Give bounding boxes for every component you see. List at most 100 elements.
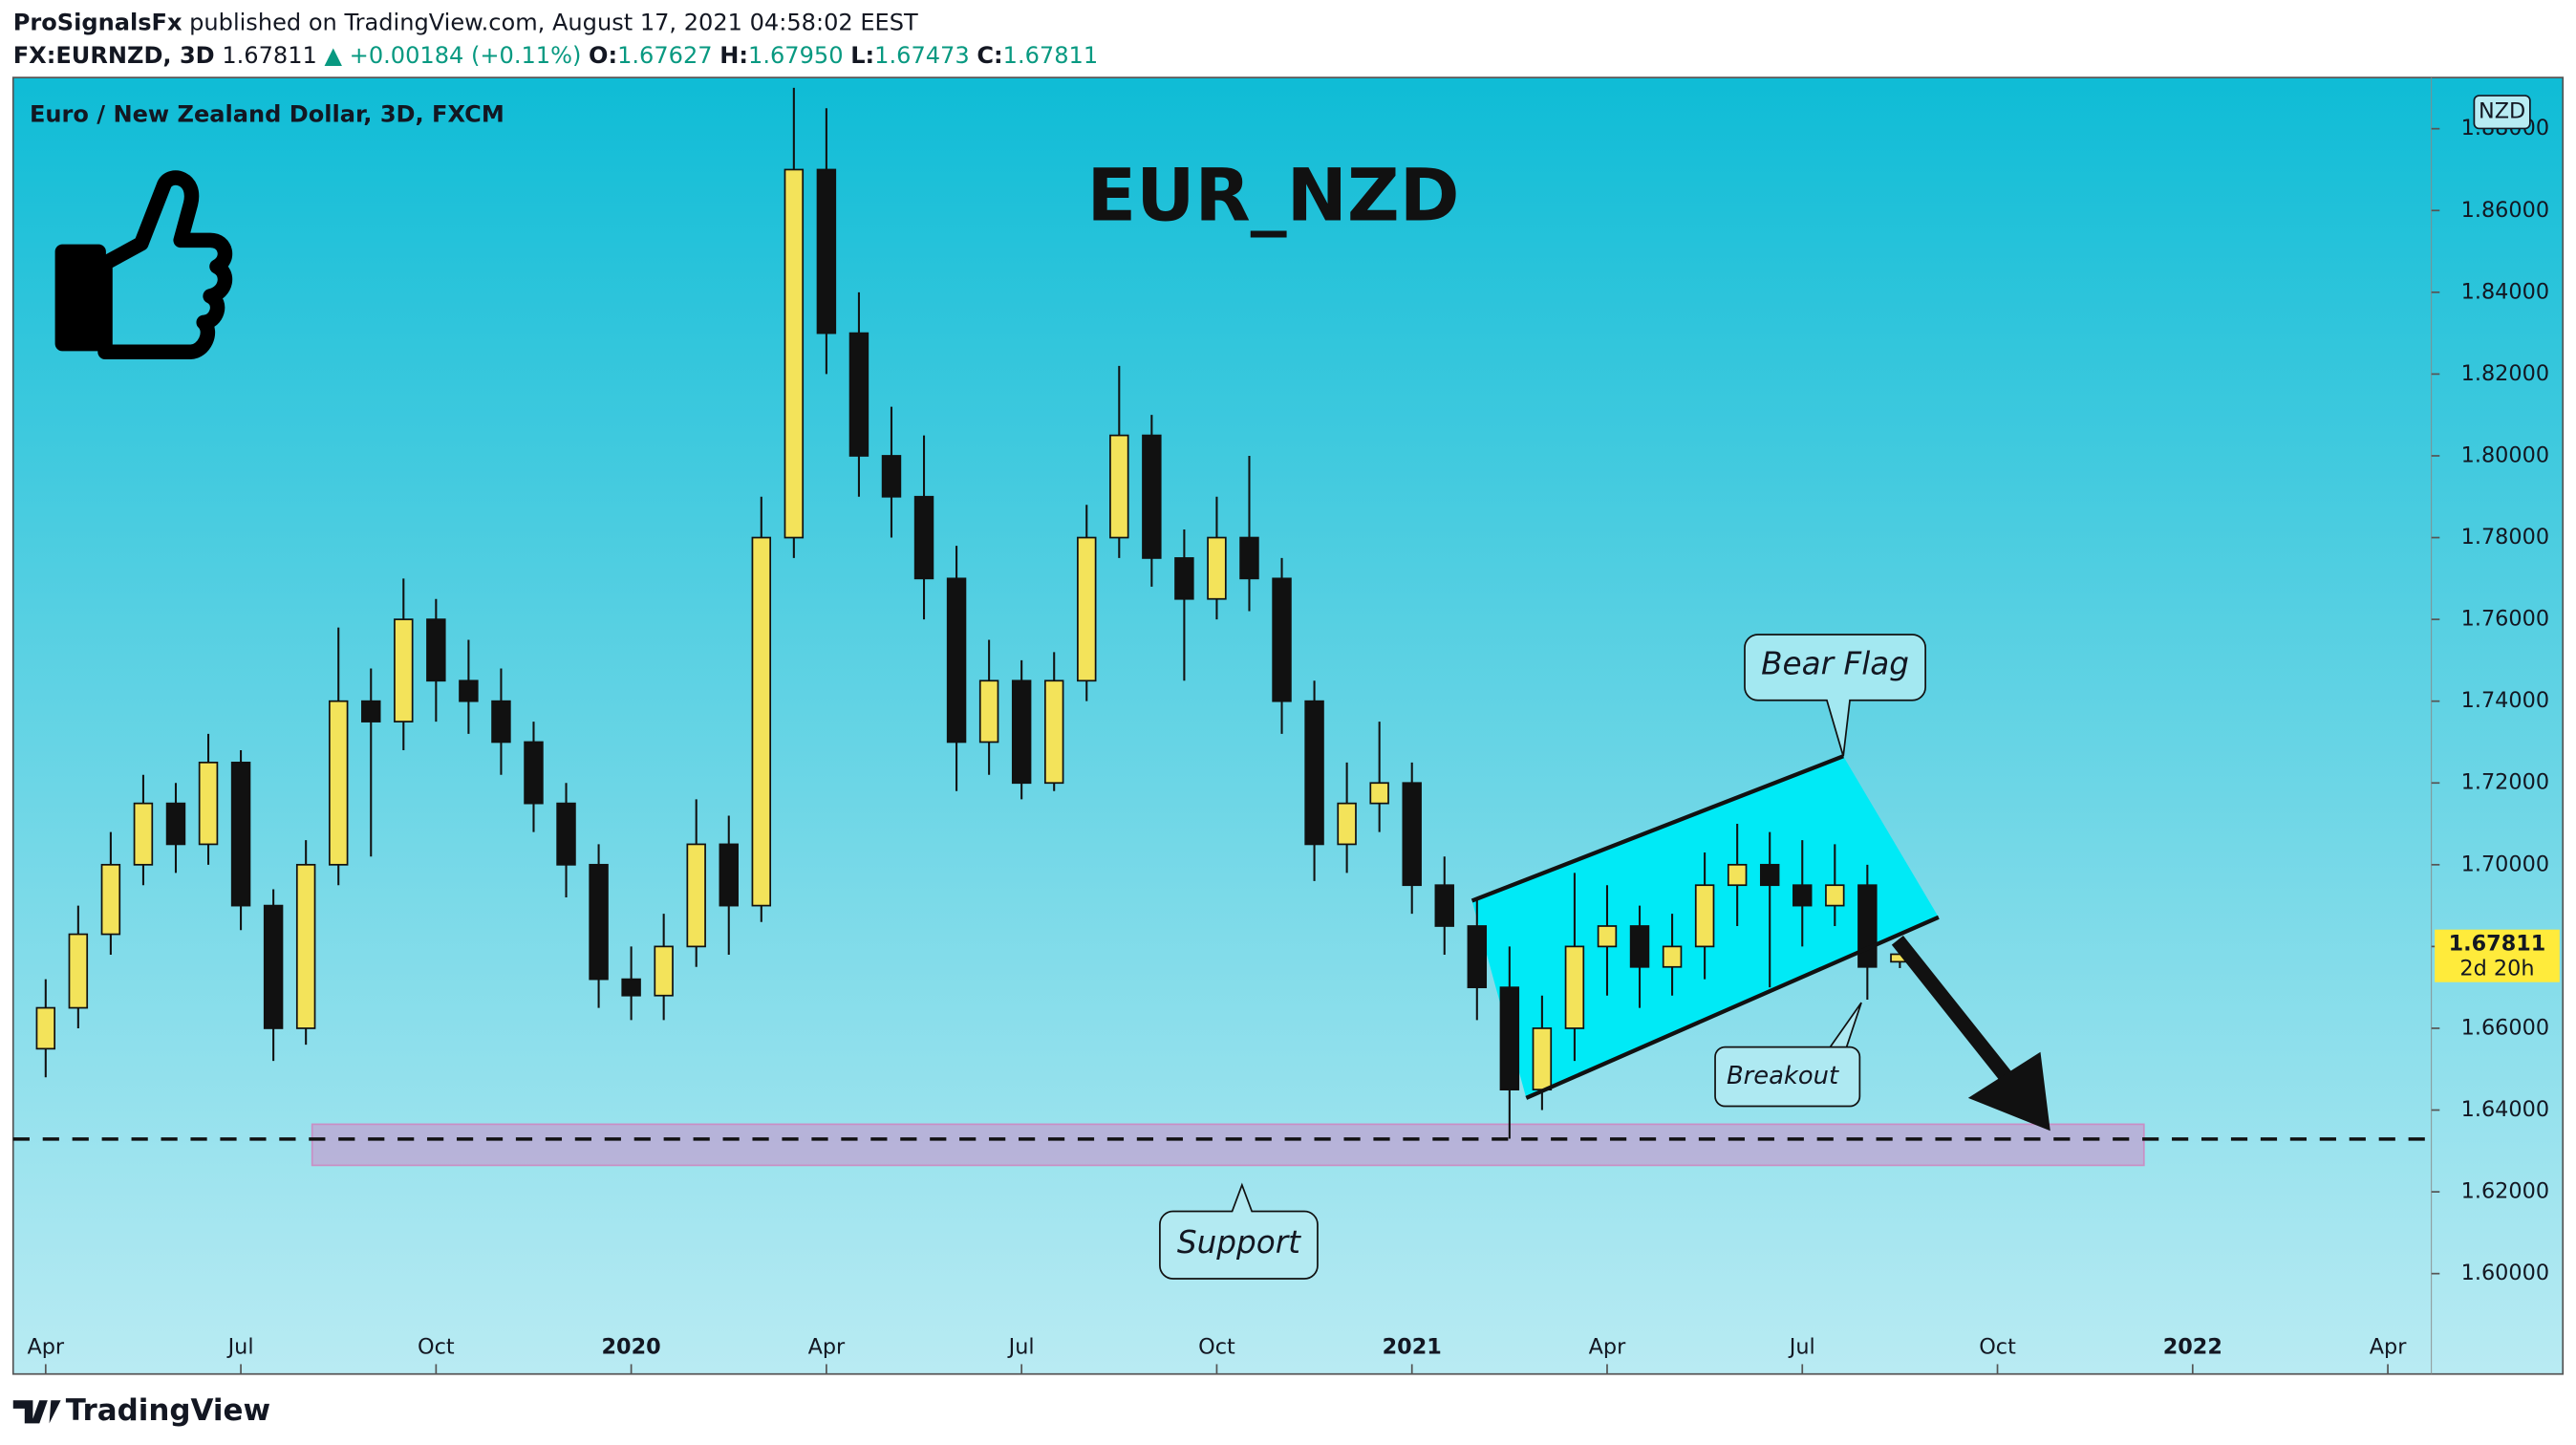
c-label: C: — [977, 42, 1002, 69]
candle-body — [751, 536, 772, 907]
candle-body — [1109, 434, 1129, 539]
x-tick-label: Apr — [27, 1335, 64, 1360]
candles — [35, 87, 1910, 1139]
candle-body — [686, 843, 706, 948]
candle-body — [394, 618, 414, 722]
support-callout — [1159, 1182, 1319, 1280]
plot-area — [11, 76, 2565, 1375]
candle-body — [1434, 884, 1454, 927]
y-tick-label: 1.74000 — [2461, 688, 2549, 713]
symbol: FX:EURNZD, 3D — [13, 42, 215, 69]
flag-lower-line — [1525, 915, 1940, 1100]
candle-body — [1402, 782, 1422, 887]
candle-body — [556, 802, 576, 866]
h-label: H: — [719, 42, 748, 69]
candle-body — [848, 332, 869, 457]
axes: 1.600001.620001.640001.660001.680001.700… — [27, 77, 2560, 1374]
candle-body — [1077, 536, 1097, 682]
arrow-shaft — [1891, 936, 2019, 1089]
candle-body — [68, 933, 89, 1009]
candle-body — [295, 863, 316, 1029]
candle-body — [1825, 884, 1845, 907]
l-value: 1.67473 — [874, 42, 970, 69]
footer-brand: TradingView — [66, 1393, 270, 1428]
candle-body — [100, 863, 121, 936]
candle-body — [1174, 557, 1194, 600]
y-tick-label: 1.66000 — [2461, 1015, 2549, 1040]
x-tick-label: Oct — [1979, 1335, 2016, 1360]
y-tick-label: 1.70000 — [2461, 852, 2549, 876]
change: ▲ +0.00184 (+0.11%) — [325, 42, 582, 69]
candle-body — [1499, 986, 1520, 1090]
breakout-callout — [1714, 1002, 1862, 1108]
x-tick-label: Jul — [226, 1335, 254, 1360]
candle-body — [654, 945, 674, 997]
candle-body — [165, 802, 186, 846]
candle-body — [35, 1006, 56, 1050]
candle-body — [1662, 945, 1683, 968]
y-tick-label: 1.82000 — [2461, 361, 2549, 386]
x-tick-label: Oct — [418, 1335, 455, 1360]
candle-body — [946, 577, 967, 744]
breakout-label: Breakout — [1727, 1062, 1839, 1090]
candle-body — [1239, 536, 1259, 580]
candle-body — [1369, 782, 1389, 805]
candle-body — [1694, 884, 1715, 948]
y-tick-label: 1.80000 — [2461, 442, 2549, 467]
candle-body — [1564, 945, 1585, 1029]
price-tag-countdown: 2d 20h — [2459, 956, 2534, 981]
candle-body — [816, 168, 837, 334]
candle-body — [1857, 884, 1878, 968]
candle-body — [426, 618, 446, 682]
candle-body — [881, 455, 902, 498]
support-zone — [311, 1123, 2145, 1167]
last-price: 1.67811 — [222, 42, 317, 69]
x-tick-label: Jul — [1788, 1335, 1815, 1360]
c-value: 1.67811 — [1003, 42, 1099, 69]
x-tick-label: Apr — [808, 1335, 846, 1360]
y-tick-label: 1.86000 — [2461, 198, 2549, 223]
chart-subtitle: Euro / New Zealand Dollar, 3D, FXCM — [30, 101, 504, 128]
x-tick-label: 2021 — [1383, 1335, 1442, 1360]
candle-body — [978, 679, 999, 744]
h-value: 1.67950 — [748, 42, 844, 69]
y-tick-label: 1.64000 — [2461, 1097, 2549, 1122]
price-tag-value: 1.67811 — [2449, 932, 2546, 957]
publisher: ProSignalsFx — [13, 9, 182, 35]
candle-body — [1792, 884, 1813, 907]
currency-label: NZD — [2479, 99, 2525, 124]
price-tag — [2435, 929, 2560, 982]
candle-body — [1597, 925, 1618, 948]
x-tick-label: Apr — [1589, 1335, 1626, 1360]
candle-body — [1759, 863, 1780, 887]
candle-body — [459, 679, 479, 702]
candle-body — [621, 978, 641, 997]
x-tick-label: 2020 — [602, 1335, 661, 1360]
candle-body — [263, 904, 284, 1029]
flag-upper-line — [1470, 754, 1844, 903]
candle-body — [1011, 679, 1032, 785]
published: published on TradingView.com, August 17,… — [189, 9, 918, 35]
candle-body — [198, 761, 219, 846]
footer: TradingView — [12, 1393, 270, 1428]
chart-title: EUR_NZD — [1086, 154, 1459, 238]
x-tick-label: Apr — [2370, 1335, 2407, 1360]
y-tick-label: 1.60000 — [2461, 1261, 2549, 1285]
drawings-front: Bear Flag Breakout Support EUR_NZD Euro … — [30, 101, 2050, 1280]
y-tick-label: 1.72000 — [2461, 770, 2549, 795]
candle-body — [784, 168, 805, 539]
candle-body — [1142, 434, 1162, 559]
y-tick-label: 1.78000 — [2461, 525, 2549, 550]
candle-body — [719, 843, 739, 907]
header-line: ProSignalsFx published on TradingView.co… — [13, 9, 918, 35]
candle-body — [913, 495, 934, 580]
x-tick-label: Oct — [1198, 1335, 1235, 1360]
candle-body — [328, 700, 349, 866]
x-tick-label: Jul — [1007, 1335, 1035, 1360]
bear-flag-callout — [1744, 634, 1926, 757]
o-label: O: — [589, 42, 617, 69]
bear-flag-label: Bear Flag — [1761, 646, 1909, 682]
currency-badge — [2473, 95, 2531, 130]
candle-body — [589, 863, 609, 981]
